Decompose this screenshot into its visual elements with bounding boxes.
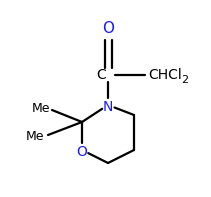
Text: O: O bbox=[77, 145, 87, 159]
Text: O: O bbox=[102, 20, 114, 35]
Text: Me: Me bbox=[31, 101, 50, 114]
Text: Me: Me bbox=[26, 129, 44, 142]
Text: N: N bbox=[103, 100, 113, 114]
Text: CHCl: CHCl bbox=[148, 68, 182, 82]
Text: C: C bbox=[96, 68, 106, 82]
Text: 2: 2 bbox=[181, 75, 188, 85]
